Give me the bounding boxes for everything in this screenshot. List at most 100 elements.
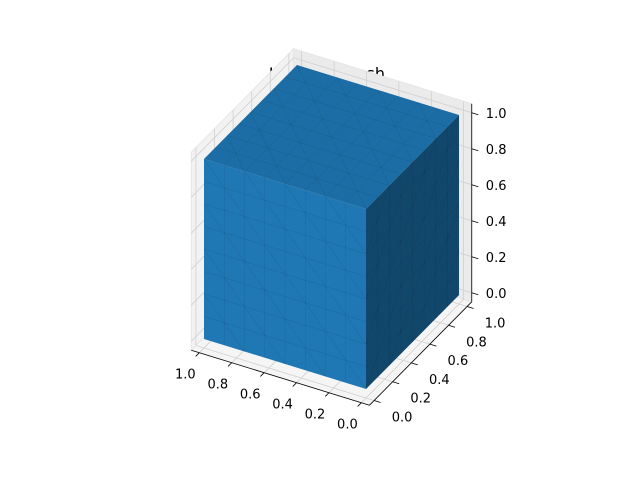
- mesh-diagonal: [290, 124, 300, 143]
- mesh-diagonal: [224, 232, 245, 262]
- cube-face-front: [204, 159, 366, 389]
- y-tick-mark: [373, 400, 381, 403]
- mesh-diagonal: [412, 217, 425, 253]
- mesh-diagonal: [244, 261, 265, 291]
- mesh-line: [365, 159, 460, 255]
- mesh-diagonal: [363, 131, 373, 150]
- mesh-diagonal: [276, 165, 286, 185]
- mesh-line: [203, 181, 367, 232]
- x-tick-label: 1.0: [175, 368, 196, 383]
- x-tick-label: 0.4: [272, 398, 293, 413]
- mesh-diagonal: [447, 204, 460, 240]
- mesh-diagonal: [389, 331, 402, 366]
- mesh-diagonal: [354, 113, 364, 132]
- x-tick-label: 0.2: [305, 408, 326, 423]
- mesh-diagonal: [258, 129, 268, 149]
- mesh-diagonal: [389, 196, 402, 231]
- z-tick-mark: [471, 220, 479, 224]
- mesh-line: [273, 88, 436, 139]
- mesh-diagonal: [412, 172, 425, 208]
- y-tick-label: 0.0: [392, 411, 413, 426]
- mesh-diagonal: [264, 200, 286, 230]
- mesh-diagonal: [322, 118, 332, 138]
- mesh-diagonal: [325, 331, 346, 361]
- mesh-diagonal: [423, 138, 436, 173]
- y-tick-label: 0.6: [448, 354, 469, 369]
- mesh-line: [365, 137, 460, 232]
- mesh-diagonal: [395, 125, 405, 145]
- mesh-diagonal: [435, 194, 448, 229]
- y-tick-label: 0.4: [429, 373, 450, 388]
- mesh-diagonal: [227, 135, 237, 154]
- mesh-diagonal: [284, 318, 306, 348]
- mesh-diagonal: [386, 107, 396, 127]
- mesh-diagonal: [244, 306, 265, 336]
- cube-face-right-shade: [366, 115, 459, 389]
- mesh-diagonal: [447, 114, 460, 150]
- mesh-diagonal: [282, 106, 292, 125]
- mesh-diagonal: [389, 241, 402, 276]
- y-tick-label: 0.2: [410, 392, 431, 407]
- y-gridline: [195, 147, 375, 401]
- mesh-line: [227, 135, 390, 186]
- y-tick-label: 1.0: [485, 317, 506, 332]
- mesh-diagonal: [412, 307, 425, 343]
- x-tick-label: 0.8: [207, 378, 228, 393]
- z-tick-mark: [471, 184, 479, 188]
- mesh-diagonal: [435, 284, 448, 319]
- z-tick-mark: [471, 112, 479, 116]
- cube-face-top-shade: [204, 65, 459, 209]
- mesh-diagonal: [400, 296, 413, 332]
- y-axis-line: [369, 301, 473, 406]
- mesh-diagonal: [345, 95, 355, 114]
- mesh-diagonal: [345, 360, 367, 390]
- z-tick-mark: [471, 256, 479, 260]
- mesh-diagonal: [357, 190, 367, 210]
- mesh-diagonal: [305, 257, 326, 287]
- mesh-diagonal: [447, 249, 460, 285]
- mesh-diagonal: [267, 147, 277, 167]
- axis-lines: [191, 103, 473, 406]
- mesh-diagonal: [365, 309, 378, 345]
- mesh-diagonal: [418, 102, 428, 121]
- mesh-diagonal: [203, 158, 225, 188]
- mesh-diagonal: [345, 270, 367, 300]
- z-tick-label: 1.0: [486, 107, 507, 122]
- mesh-diagonal: [305, 82, 315, 102]
- mesh-line: [365, 204, 460, 300]
- cube-face-top: [204, 65, 459, 209]
- mesh-diagonal: [203, 248, 225, 278]
- mesh-diagonal: [435, 149, 448, 184]
- x-gridline: [361, 101, 465, 403]
- mesh-diagonal: [284, 183, 306, 213]
- mesh-diagonal: [400, 161, 413, 197]
- mesh-diagonal: [284, 273, 306, 303]
- mesh-diagonal: [345, 225, 367, 255]
- x-tick-mark: [357, 402, 362, 407]
- mesh-line: [285, 76, 448, 127]
- y-tick-mark: [466, 306, 474, 309]
- z-tick-label: 0.2: [486, 251, 507, 266]
- z-tick-mark: [471, 148, 479, 152]
- mesh-line: [203, 226, 367, 277]
- mesh-diagonal: [305, 212, 326, 242]
- mesh-diagonal: [308, 160, 318, 179]
- x-tick-mark: [227, 362, 233, 367]
- cube-mesh: [203, 64, 460, 390]
- mesh-diagonal: [250, 111, 260, 131]
- z-tick-label: 0.6: [486, 179, 507, 194]
- z-tick-label: 0.4: [486, 215, 507, 230]
- mesh-diagonal: [305, 302, 326, 332]
- mesh-diagonal: [400, 251, 413, 287]
- mesh-diagonal: [365, 219, 378, 255]
- mesh-diagonal: [447, 159, 460, 195]
- mesh-line: [238, 123, 401, 174]
- mesh-diagonal: [325, 286, 346, 316]
- mesh-diagonal: [316, 178, 326, 197]
- mesh-diagonal: [345, 315, 367, 345]
- y-tick-label: 0.8: [466, 335, 487, 350]
- mesh-line: [365, 227, 460, 322]
- x-tick-label: 0.0: [337, 418, 358, 433]
- mesh-line: [345, 108, 439, 203]
